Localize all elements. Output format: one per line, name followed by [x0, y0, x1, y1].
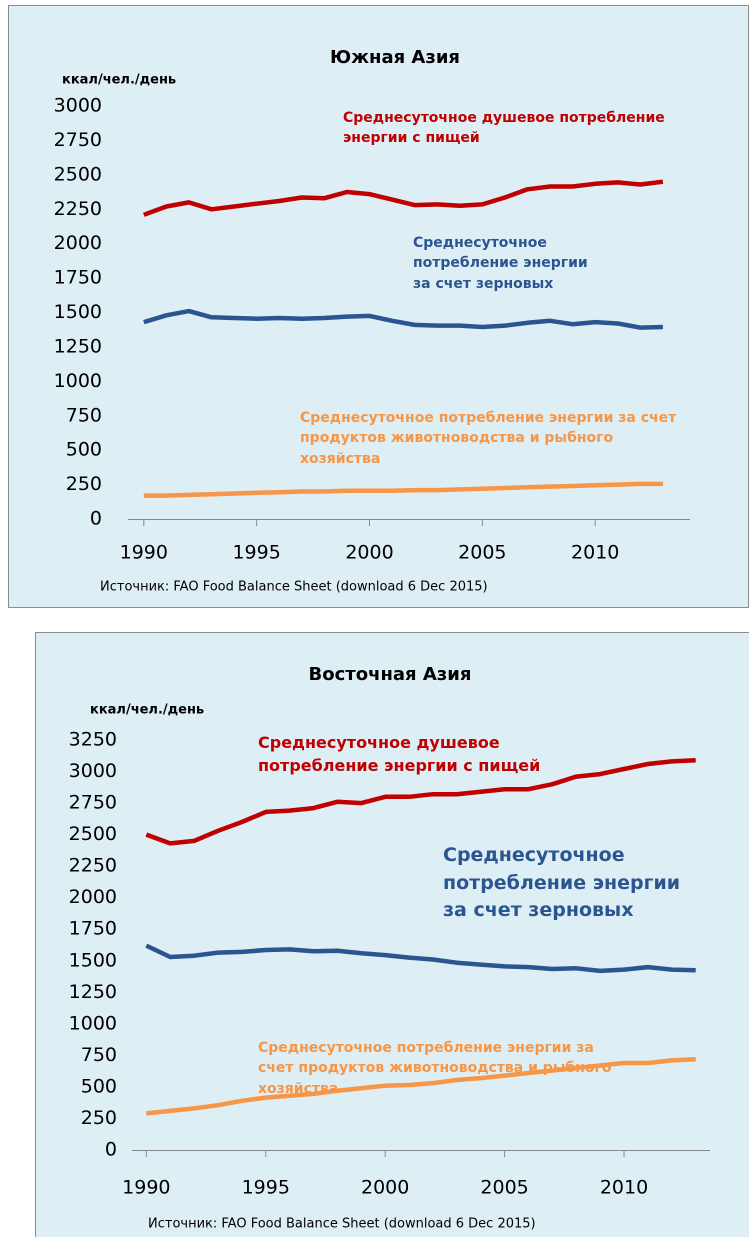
y-axis-label: ккал/чел./день	[62, 73, 176, 88]
x-tick-label: 2005	[458, 542, 506, 564]
series-line	[146, 1056, 696, 1116]
y-tick-label: 250	[81, 1107, 117, 1129]
x-tick-label: 1995	[242, 1177, 290, 1199]
y-tick-label: 3250	[69, 729, 117, 751]
y-tick-label: 500	[66, 439, 102, 461]
y-tick-label: 750	[66, 404, 102, 426]
y-tick-label: 1500	[69, 949, 117, 971]
series-label: Среднесуточное потребление энергии за сч…	[258, 1040, 612, 1097]
x-tick-label: 1990	[120, 542, 168, 564]
y-tick-label: 2000	[54, 232, 102, 254]
chart-title: Восточная Азия	[309, 664, 472, 685]
y-tick-label: 2000	[69, 886, 117, 908]
chart-title: Южная Азия	[330, 47, 460, 68]
series-line	[143, 481, 663, 498]
x-tick-label: 1990	[122, 1177, 170, 1199]
y-tick-label: 2250	[54, 198, 102, 220]
y-tick-label: 3000	[69, 760, 117, 782]
series-label: Среднесуточное потребление энергии за сч…	[300, 410, 677, 467]
y-tick-label: 2750	[69, 792, 117, 814]
x-tick-label: 2010	[600, 1177, 648, 1199]
y-tick-label: 2500	[69, 823, 117, 845]
y-tick-label: 1000	[54, 370, 102, 392]
y-axis-label: ккал/чел./день	[90, 703, 204, 718]
series-line	[145, 943, 696, 974]
series-label: Среднесуточное потребление энергии за сч…	[443, 844, 681, 922]
y-tick-label: 2250	[69, 855, 117, 877]
source-note: Источник: FAO Food Balance Sheet (downlo…	[148, 1217, 536, 1232]
series-label: Среднесуточное душевое потребление энерг…	[258, 733, 541, 776]
y-tick-label: 1000	[69, 1012, 117, 1034]
y-tick-label: 500	[81, 1075, 117, 1097]
y-tick-label: 250	[66, 473, 102, 495]
y-tick-label: 3000	[54, 95, 102, 117]
y-tick-label: 1250	[69, 981, 117, 1003]
x-tick-label: 2005	[480, 1177, 528, 1199]
y-tick-label: 1250	[54, 335, 102, 357]
x-tick-label: 2000	[345, 542, 393, 564]
source-note: Источник: FAO Food Balance Sheet (downlo…	[100, 580, 488, 595]
series-label: Среднесуточное потребление энергии за сч…	[413, 235, 588, 292]
x-tick-label: 2000	[361, 1177, 409, 1199]
y-tick-label: 750	[81, 1044, 117, 1066]
y-tick-label: 1500	[54, 301, 102, 323]
y-tick-label: 1750	[54, 267, 102, 289]
x-tick-label: 2010	[571, 542, 619, 564]
panel	[8, 5, 749, 608]
y-tick-label: 2500	[54, 163, 102, 185]
y-tick-label: 2750	[54, 129, 102, 151]
y-tick-label: 0	[105, 1139, 117, 1161]
y-tick-label: 0	[90, 508, 102, 530]
panel	[35, 632, 749, 1237]
series-line	[143, 179, 664, 217]
y-tick-label: 1750	[69, 918, 117, 940]
x-tick-label: 1995	[232, 542, 280, 564]
series-label: Среднесуточное душевое потребление энерг…	[343, 110, 665, 147]
series-line	[143, 308, 663, 330]
series-line	[145, 757, 696, 846]
